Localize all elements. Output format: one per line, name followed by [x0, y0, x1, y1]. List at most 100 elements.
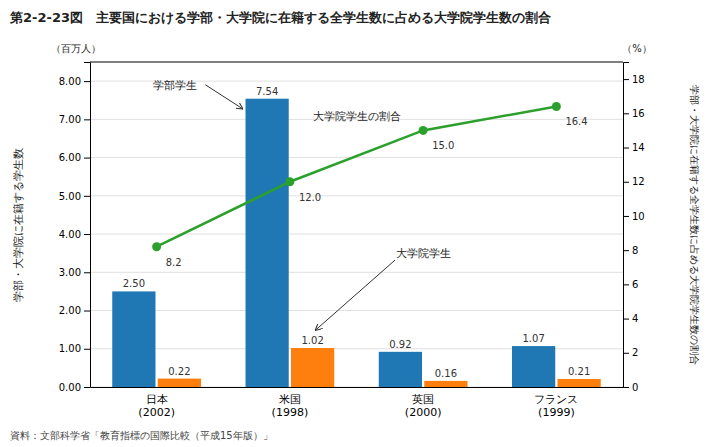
tick-mark: [623, 113, 629, 114]
tick-label: 7.00: [59, 114, 81, 125]
tick-label: 日本(2002): [138, 393, 175, 419]
data-label: 1.02: [301, 335, 323, 346]
tick: フランス(1999): [534, 393, 578, 419]
bar: [158, 379, 201, 387]
tick-mark: [84, 387, 90, 388]
tick: 2: [623, 347, 638, 358]
axis-unit: （百万人）: [51, 43, 101, 54]
tick: 6: [623, 279, 638, 290]
bar: [246, 99, 289, 387]
line-marker: [152, 242, 161, 251]
tick-mark: [623, 182, 629, 183]
bar: [379, 352, 422, 387]
tick-mark: [623, 79, 629, 80]
plot-frame: [90, 62, 623, 63]
tick-label: 4: [632, 313, 638, 324]
line: [157, 106, 557, 246]
tick-label: 2.00: [59, 305, 81, 316]
grid-line: [90, 234, 623, 235]
tick-label: 5.00: [59, 191, 81, 202]
tick: 14: [623, 142, 645, 153]
tick-label: フランス(1999): [534, 393, 578, 419]
tick: 16: [623, 108, 645, 119]
tick-mark: [84, 81, 90, 82]
bar-series: [112, 99, 555, 387]
annotations: 学部学生大学院学生 大学院学生の割合: [153, 79, 450, 330]
annotation: 学部学生: [153, 79, 197, 92]
tick-label: 16: [632, 108, 645, 119]
bar: [558, 379, 601, 387]
tick: 英国(2000): [405, 393, 442, 419]
tick-mark: [623, 284, 629, 285]
annotation: 大学院学生: [396, 247, 451, 260]
tick-label: 6.00: [59, 152, 81, 163]
data-label: 8.2: [166, 257, 182, 268]
data-label: 12.0: [299, 192, 321, 203]
axis-line: [91, 387, 624, 388]
tick-mark: [623, 387, 629, 388]
plot-area: 0.00 1.00 2.00 3.00 4.00 5.00 6.00 7.00 8.00 0 2 4 6…: [51, 43, 652, 419]
data-label: 0.21: [568, 366, 590, 377]
data-label: 1.07: [522, 333, 544, 344]
tick-label: 1.00: [59, 343, 81, 354]
tick-mark: [84, 272, 90, 273]
bar-series: [158, 348, 601, 387]
tick-mark: [84, 196, 90, 197]
tick: 8.00: [59, 76, 90, 87]
axis-line: [624, 63, 630, 388]
grid-line: [90, 310, 623, 311]
tick: 4.00: [59, 229, 90, 240]
grid-line: [90, 195, 623, 196]
tick: 0: [623, 382, 638, 393]
axis-line: [84, 63, 91, 388]
tick-mark: [623, 353, 629, 354]
tick-mark: [84, 234, 90, 235]
tick: 0.00: [59, 382, 90, 393]
tick-label: 英国(2000): [405, 393, 442, 419]
bar: [291, 348, 334, 387]
tick: 3.00: [59, 267, 90, 278]
axis-title: 学部・大学院に在籍する学生数: [12, 148, 25, 302]
tick-label: 18: [632, 74, 645, 85]
tick: 18: [623, 74, 645, 85]
marks: [112, 99, 600, 387]
grid-line: [90, 272, 623, 273]
line-marker: [552, 102, 561, 111]
tick-label: 4.00: [59, 229, 81, 240]
tick-label: 12: [632, 176, 645, 187]
line-marker: [285, 177, 294, 186]
line-marker: [419, 126, 428, 135]
tick-label: 0.00: [59, 382, 81, 393]
tick: 2.00: [59, 305, 90, 316]
x-axis: 日本(2002) 米国(1998) 英国(2000) フランス(1999): [91, 388, 624, 420]
data-label: 16.4: [565, 116, 587, 127]
tick-label: 8: [632, 245, 638, 256]
tick-mark: [84, 158, 90, 159]
tick: 4: [623, 313, 638, 324]
tick: 米国(1998): [272, 393, 309, 419]
data-label: 0.92: [389, 339, 411, 350]
tick: 6.00: [59, 152, 90, 163]
title: 第2-2-23図 主要国における学部・大学院に在籍する全学生数に占める大学院学生…: [9, 10, 551, 25]
data-label: 7.54: [256, 86, 278, 97]
tick-label: 3.00: [59, 267, 81, 278]
tick-label: 10: [632, 211, 645, 222]
tick-mark: [84, 311, 90, 312]
grid: [90, 81, 623, 387]
tick-label: 米国(1998): [272, 393, 309, 419]
y2-axis: 0 2 4 6 8 10 12 14 16 18: [623, 63, 645, 393]
tick-mark: [623, 250, 629, 251]
annotation-arrow: [205, 85, 242, 109]
tick: 8: [623, 245, 638, 256]
annotation: 大学院学生の割合: [313, 110, 401, 123]
tick-label: 0: [632, 382, 638, 393]
tick-label: 6: [632, 279, 638, 290]
chart: 第2-2-23図 主要国における学部・大学院に在籍する全学生数に占める大学院学生…: [0, 0, 713, 447]
tick: 5.00: [59, 191, 90, 202]
data-label: 0.16: [435, 368, 457, 379]
tick-label: 2: [632, 347, 638, 358]
tick-label: 14: [632, 142, 645, 153]
data-labels: 2.507.540.921.070.221.020.160.218.212.01…: [123, 86, 591, 379]
tick-mark: [84, 349, 90, 350]
tick-mark: [623, 319, 629, 320]
